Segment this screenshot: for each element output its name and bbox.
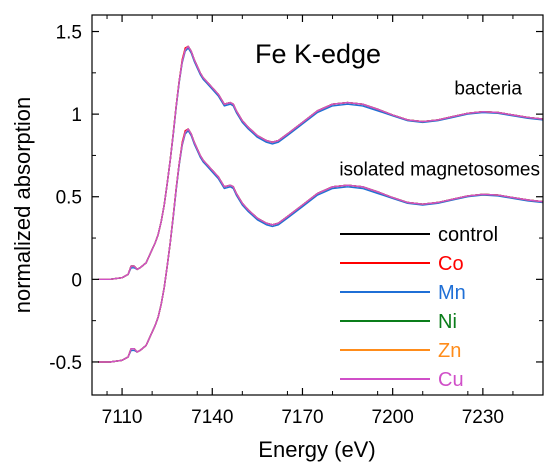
y-tick-label: 1 — [71, 105, 82, 126]
annotation-isolated-magnetosomes: isolated magnetosomes — [339, 159, 540, 180]
annotation-bacteria: bacteria — [454, 78, 522, 99]
series-line-cu-magnetosomes — [98, 128, 543, 363]
axis-layer: 7110 7140 7170 7200 7230 -0.5 0 0.5 1 1.5 — [49, 15, 543, 428]
x-tick-label: 7230 — [462, 407, 504, 428]
x-tick-label: 7140 — [191, 407, 233, 428]
y-tick-label: 1.5 — [56, 23, 82, 44]
x-tick-label: 7110 — [102, 407, 143, 428]
plot-frame — [91, 14, 544, 396]
legend-label-mn: Mn — [438, 282, 466, 304]
y-tick-label: -0.5 — [49, 353, 82, 374]
x-axis-label: Energy (eV) — [258, 437, 375, 462]
legend-label-zn: Zn — [438, 340, 461, 362]
y-axis-label: normalized absorption — [10, 97, 35, 313]
legend: control Co Mn Ni Zn Cu — [340, 224, 498, 391]
chart-title: Fe K-edge — [255, 39, 381, 69]
x-tick-label: 7200 — [372, 407, 414, 428]
series-layer — [98, 45, 543, 363]
y-tick-label: 0.5 — [56, 188, 82, 209]
legend-label-co: Co — [438, 253, 464, 275]
legend-label-ni: Ni — [438, 311, 457, 333]
series-line-cu-bacteria — [98, 45, 543, 280]
legend-label-control: control — [438, 224, 498, 246]
x-tick-label: 7170 — [281, 407, 323, 428]
legend-label-cu: Cu — [438, 369, 464, 391]
y-tick-label: 0 — [71, 270, 82, 291]
